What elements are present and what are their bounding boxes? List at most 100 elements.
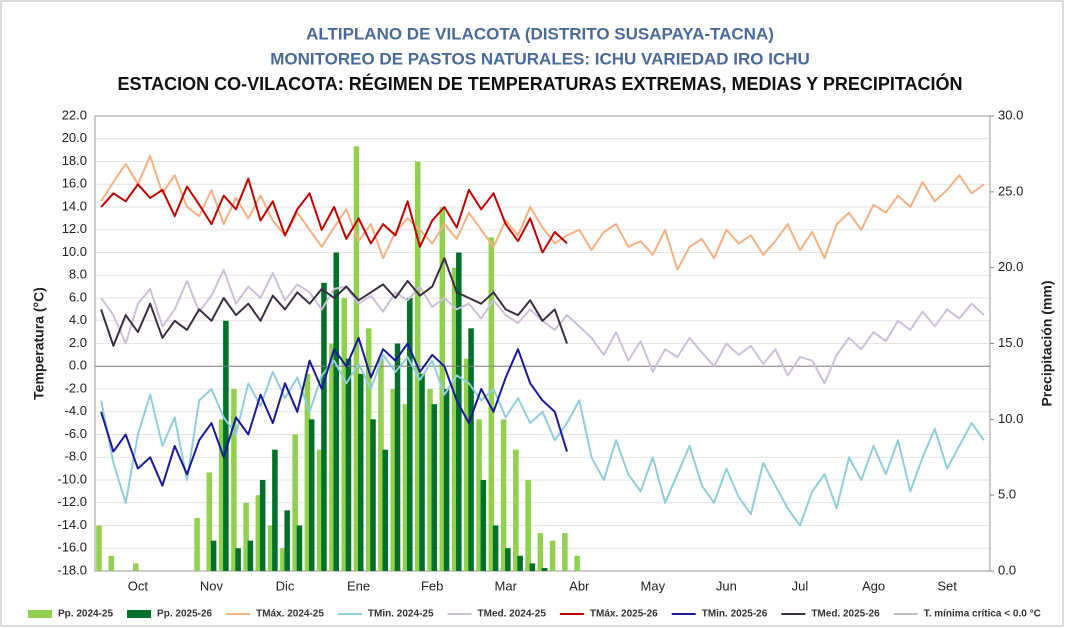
- y-tick-label: 0.0: [69, 358, 87, 373]
- y2-axis-label: Precipitación (mm): [1039, 280, 1055, 406]
- y2-tick-label: 30.0: [998, 107, 1023, 122]
- precip-bar: [443, 389, 450, 571]
- precip-bar: [267, 525, 274, 571]
- precip-bar: [505, 548, 511, 571]
- precip-bar: [235, 548, 241, 571]
- precip-bar: [255, 495, 262, 571]
- precip-bar: [431, 404, 438, 571]
- y-tick-label: 4.0: [69, 312, 87, 327]
- chart-title: ALTIPLANO DE VILACOTA (DISTRITO SUSAPAYA…: [306, 24, 774, 43]
- y-tick-label: 16.0: [62, 176, 87, 191]
- y-tick-label: -4.0: [65, 403, 87, 418]
- precip-bar: [517, 555, 523, 571]
- precip-bar: [292, 434, 298, 571]
- precip-bar: [247, 540, 254, 571]
- x-tick-label: Ago: [862, 578, 885, 593]
- y-tick-label: -18.0: [57, 562, 87, 577]
- legend-label: T. mínima crítica < 0.0 °C: [924, 609, 1041, 620]
- x-tick-label: Feb: [421, 578, 443, 593]
- temp-line: [100, 336, 568, 487]
- precip-bar: [357, 373, 364, 571]
- legend-swatch: [127, 610, 152, 618]
- precip-bar: [574, 555, 580, 571]
- legend-swatch: [28, 610, 52, 618]
- precip-bar: [345, 358, 352, 571]
- precip-bar: [402, 404, 409, 571]
- temp-line: [100, 177, 568, 254]
- legend-label: TMed. 2025-26: [811, 609, 880, 620]
- legend-label: TMin. 2024-25: [368, 609, 434, 620]
- precip-bar: [476, 419, 482, 571]
- precip-bar: [492, 525, 499, 571]
- precip-bar: [206, 472, 213, 571]
- precip-bar: [394, 343, 401, 571]
- chart-title: MONITOREO DE PASTOS NATURALES: ICHU VARI…: [270, 49, 810, 68]
- precip-bar: [419, 373, 425, 571]
- y-tick-label: 12.0: [62, 221, 87, 236]
- precip-bar: [390, 389, 396, 571]
- precip-bar: [562, 533, 568, 571]
- precip-bar: [333, 252, 339, 571]
- x-tick-label: May: [641, 578, 666, 593]
- y2-tick-label: 15.0: [998, 335, 1023, 350]
- y-tick-label: 6.0: [69, 289, 87, 304]
- precip-bar: [378, 358, 384, 571]
- y-tick-label: 2.0: [69, 335, 87, 350]
- chart-title: ESTACION CO-VILACOTA: RÉGIMEN DE TEMPERA…: [117, 73, 962, 94]
- precip-bar: [304, 373, 311, 571]
- precip-bar: [365, 328, 372, 571]
- precip-bar: [353, 146, 360, 572]
- y2-tick-label: 10.0: [998, 411, 1023, 426]
- precip-bar: [133, 563, 139, 571]
- precip-bar: [382, 449, 389, 571]
- legend-label: Pp. 2025-26: [157, 609, 212, 620]
- x-tick-label: Jun: [716, 578, 737, 593]
- precip-bar: [96, 525, 102, 571]
- precip-bar: [500, 419, 507, 571]
- precip-bar: [488, 237, 495, 572]
- y-tick-label: 8.0: [69, 267, 87, 282]
- y2-tick-label: 5.0: [998, 487, 1016, 502]
- precip-bar: [341, 298, 347, 571]
- y-tick-label: 20.0: [62, 130, 87, 145]
- precip-bar: [370, 419, 376, 571]
- y-tick-label: -10.0: [57, 471, 87, 486]
- y-tick-label: 22.0: [62, 107, 87, 122]
- x-tick-label: Ene: [347, 578, 370, 593]
- precip-bar: [451, 267, 458, 571]
- y-tick-label: -14.0: [57, 517, 87, 532]
- x-tick-label: Jul: [792, 578, 809, 593]
- y-axis-label: Temperatura (°C): [31, 287, 47, 400]
- precip-bar: [280, 548, 286, 571]
- legend-label: TMin. 2025-26: [702, 609, 768, 620]
- x-tick-label: Oct: [128, 578, 149, 593]
- y-tick-label: 14.0: [62, 198, 87, 213]
- precip-bar: [308, 419, 315, 571]
- y2-tick-label: 0.0: [998, 562, 1016, 577]
- precip-bar: [537, 533, 544, 571]
- x-tick-label: Set: [937, 578, 957, 593]
- precip-bar: [468, 328, 474, 571]
- x-tick-label: Nov: [200, 578, 224, 593]
- precip-bar: [529, 563, 536, 571]
- y-tick-label: 18.0: [62, 153, 87, 168]
- x-tick-label: Dic: [276, 578, 295, 593]
- legend-label: TMáx. 2025-26: [590, 609, 658, 620]
- precip-bar: [513, 449, 519, 571]
- precip-bar: [329, 343, 335, 571]
- y2-tick-label: 20.0: [998, 259, 1023, 274]
- precip-bar: [243, 502, 249, 571]
- legend-label: TMed. 2024-25: [478, 609, 547, 620]
- y-tick-label: -12.0: [57, 494, 87, 509]
- precip-bar: [210, 540, 217, 571]
- precip-bar: [272, 449, 278, 571]
- precip-bar: [108, 555, 115, 571]
- precip-bar: [525, 480, 531, 571]
- legend-label: Pp. 2024-25: [58, 609, 113, 620]
- precip-bar: [194, 517, 200, 571]
- legend: Pp. 2024-25 Pp. 2025-26 TMáx. 2024-25 TMin.…: [28, 609, 1041, 620]
- temp-line: [100, 353, 985, 527]
- legend-label: TMáx. 2024-25: [256, 609, 324, 620]
